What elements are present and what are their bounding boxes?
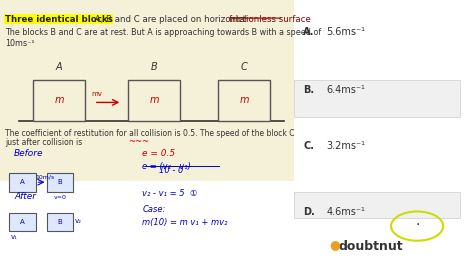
Text: A.: A. xyxy=(303,27,315,37)
Text: C: C xyxy=(241,62,247,72)
Text: m(10) = m v₁ + mv₂: m(10) = m v₁ + mv₂ xyxy=(142,218,228,227)
Text: ~~~: ~~~ xyxy=(128,137,149,146)
Text: 3.2ms⁻¹: 3.2ms⁻¹ xyxy=(326,141,365,151)
Text: D.: D. xyxy=(303,207,315,218)
Bar xyxy=(47,173,73,192)
Text: A: A xyxy=(20,179,25,185)
Bar xyxy=(294,192,460,218)
Bar xyxy=(47,213,73,231)
Text: just after collision is: just after collision is xyxy=(5,138,82,147)
Text: Three identical blocks: Three identical blocks xyxy=(5,15,113,24)
Bar xyxy=(218,80,270,121)
Text: v₂ - v₁ = 5  ①: v₂ - v₁ = 5 ① xyxy=(142,189,198,198)
Text: m: m xyxy=(55,95,64,105)
Bar xyxy=(9,213,36,231)
Text: mv: mv xyxy=(91,91,102,97)
Text: 10 - 0: 10 - 0 xyxy=(159,166,183,175)
Text: The coefficient of restitution for all collision is 0.5. The speed of the block : The coefficient of restitution for all c… xyxy=(5,129,294,138)
Text: 4.6ms⁻¹: 4.6ms⁻¹ xyxy=(326,207,365,218)
Bar xyxy=(9,173,36,192)
Text: ·: · xyxy=(416,218,420,232)
Text: e = 0.5: e = 0.5 xyxy=(142,149,175,158)
Bar xyxy=(294,80,460,117)
Text: B: B xyxy=(151,62,157,72)
Text: B: B xyxy=(58,179,63,185)
Text: After: After xyxy=(14,192,36,201)
Text: v₁: v₁ xyxy=(10,234,18,240)
Text: ●: ● xyxy=(329,238,340,251)
Bar xyxy=(0,0,294,181)
Text: e = (v₂ - v₁): e = (v₂ - v₁) xyxy=(142,162,191,171)
Text: B: B xyxy=(58,219,63,225)
Text: Before: Before xyxy=(14,149,44,158)
Text: 10m/s: 10m/s xyxy=(35,174,55,180)
Text: C.: C. xyxy=(303,141,314,151)
Text: v=0: v=0 xyxy=(54,195,67,200)
Text: A: A xyxy=(20,219,25,225)
Text: 5.6ms⁻¹: 5.6ms⁻¹ xyxy=(326,27,365,37)
Text: frictionless surface: frictionless surface xyxy=(229,15,311,24)
Text: v₂: v₂ xyxy=(75,218,82,224)
Text: 10ms⁻¹: 10ms⁻¹ xyxy=(5,39,34,48)
Text: A, B and C are placed on horizontal: A, B and C are placed on horizontal xyxy=(92,15,250,24)
Text: m: m xyxy=(239,95,249,105)
Text: B.: B. xyxy=(303,85,314,95)
Bar xyxy=(33,80,85,121)
Text: m: m xyxy=(149,95,159,105)
Text: 6.4ms⁻¹: 6.4ms⁻¹ xyxy=(326,85,365,95)
Bar xyxy=(128,80,180,121)
Text: The blocks B and C are at rest. But A is approaching towards B with a speed of: The blocks B and C are at rest. But A is… xyxy=(5,28,321,37)
Text: doubtnut: doubtnut xyxy=(339,240,403,253)
Text: Case:: Case: xyxy=(142,205,165,214)
Text: A: A xyxy=(56,62,63,72)
